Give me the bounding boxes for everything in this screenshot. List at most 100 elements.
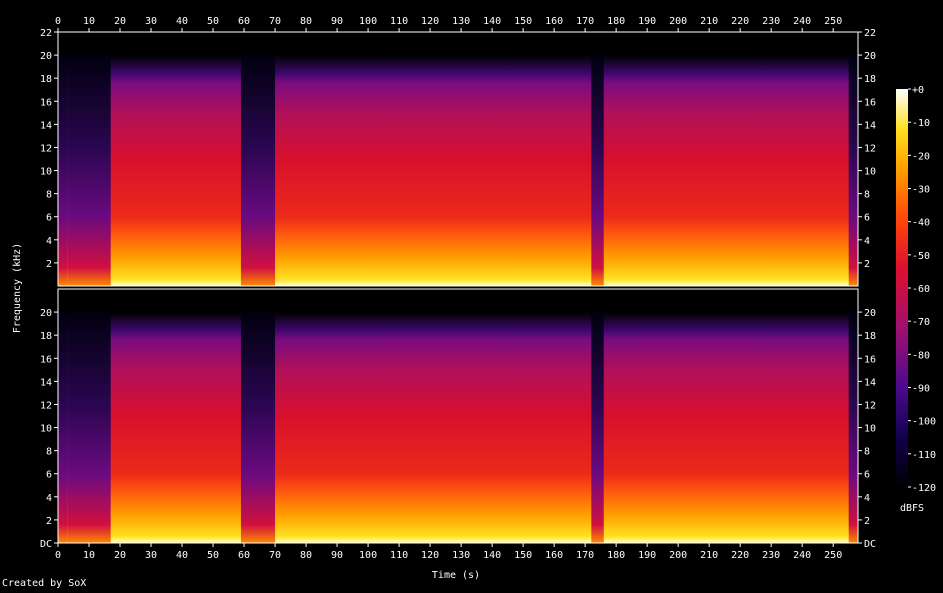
- x-tick-label: 240: [793, 16, 811, 27]
- quiet-segment: [848, 55, 858, 286]
- x-tick-label: 240: [793, 550, 811, 561]
- colorbar-tick-label: -100: [912, 417, 936, 428]
- colorbar-tick-label: -50: [912, 251, 930, 262]
- x-tick-label: 180: [607, 16, 625, 27]
- colorbar-tick-label: -10: [912, 118, 930, 129]
- colorbar-tick-label: -90: [912, 384, 930, 395]
- x-tick-label: 0: [55, 16, 61, 27]
- x-tick-label: 30: [145, 550, 157, 561]
- y-tick-label: 16: [864, 354, 876, 365]
- spectral-energy: [58, 55, 858, 286]
- y-tick-label: 10: [40, 424, 52, 435]
- x-tick-label: 230: [762, 550, 780, 561]
- spectral-energy: [58, 312, 858, 543]
- colorbar-tick-label: -40: [912, 218, 930, 229]
- x-tick-label: 50: [207, 16, 219, 27]
- x-tick-label: 60: [238, 550, 250, 561]
- colorbar-tick-label: -70: [912, 317, 930, 328]
- y-tick-label: 4: [864, 493, 870, 504]
- y-tick-label: 20: [864, 51, 876, 62]
- x-tick-label: 60: [238, 16, 250, 27]
- y-tick-label: 20: [864, 308, 876, 319]
- y-tick-label: 22: [40, 28, 52, 39]
- y-tick-label: 12: [40, 143, 52, 154]
- x-tick-label: 130: [452, 550, 470, 561]
- x-tick-label: 140: [483, 550, 501, 561]
- x-tick-label: 220: [731, 550, 749, 561]
- plot-frame: [57, 288, 859, 544]
- x-tick-label: 110: [390, 16, 408, 27]
- y-tick-label: 8: [864, 190, 870, 201]
- colorbar-tick-label: +0: [912, 85, 924, 96]
- y-tick-label: 16: [864, 97, 876, 108]
- y-tick-label: 14: [40, 120, 52, 131]
- quiet-segment: [848, 312, 858, 543]
- x-axis-bottom: 0 10 20 30 40 50 60 70 80 90 100 110 120 130 140 150 160…: [55, 543, 842, 561]
- quiet-segment: [591, 312, 604, 543]
- x-tick-label: 20: [114, 16, 126, 27]
- y-tick-label: 22: [864, 28, 876, 39]
- x-tick-label: 160: [545, 16, 563, 27]
- x-tick-label: 210: [700, 16, 718, 27]
- colorbar-tick-label: -20: [912, 151, 930, 162]
- x-tick-label: 10: [83, 16, 95, 27]
- x-tick-label: 100: [359, 16, 377, 27]
- channel-2-spectrogram: [57, 288, 859, 544]
- colorbar: +0 -10 -20 -30 -40 -50 -60 -70 -80 -90 -100 -110 -12…: [896, 85, 936, 494]
- x-tick-label: 140: [483, 16, 501, 27]
- colorbar-gradient: [896, 89, 908, 487]
- x-tick-label: 90: [331, 16, 343, 27]
- y-tick-label: 4: [864, 236, 870, 247]
- y-tick-label: 2: [46, 516, 52, 527]
- x-tick-label: 170: [576, 550, 594, 561]
- x-tick-label: 250: [824, 550, 842, 561]
- plot-frame: [57, 31, 859, 287]
- colorbar-label: dBFS: [900, 503, 924, 514]
- y-tick-label: 16: [40, 354, 52, 365]
- y-tick-label: 8: [46, 447, 52, 458]
- y-tick-label: 18: [864, 331, 876, 342]
- y-tick-label: 4: [46, 493, 52, 504]
- quiet-segment: [240, 55, 276, 286]
- x-tick-label: 230: [762, 16, 780, 27]
- y-tick-label: 20: [40, 308, 52, 319]
- x-tick-label: 50: [207, 550, 219, 561]
- x-tick-label: 70: [269, 550, 281, 561]
- y-tick-label: 8: [46, 190, 52, 201]
- x-tick-label: 130: [452, 16, 470, 27]
- y-tick-label: 12: [864, 143, 876, 154]
- x-tick-label: 120: [421, 16, 439, 27]
- y-tick-label: 18: [40, 74, 52, 85]
- x-tick-label: 100: [359, 550, 377, 561]
- y-tick-label: 2: [46, 259, 52, 270]
- x-tick-label: 180: [607, 550, 625, 561]
- x-tick-label: 200: [669, 550, 687, 561]
- y-tick-label: DC: [864, 539, 876, 550]
- y-tick-label: 6: [864, 470, 870, 481]
- quiet-segment: [58, 312, 68, 543]
- x-tick-label: 0: [55, 550, 61, 561]
- x-tick-label: 190: [638, 550, 656, 561]
- y-tick-label: 10: [864, 167, 876, 178]
- y-tick-label: 2: [864, 516, 870, 527]
- colorbar-tick-label: -110: [912, 450, 936, 461]
- x-axis-top: 0 10 20 30 40 50 60 70 80 90 100 110 120 130 140 150 160…: [55, 16, 842, 32]
- x-tick-label: 160: [545, 550, 563, 561]
- quiet-segment: [67, 55, 111, 286]
- y-axis-label: Frequency (kHz): [12, 243, 23, 333]
- x-tick-label: 70: [269, 16, 281, 27]
- x-tick-label: 220: [731, 16, 749, 27]
- x-tick-label: 10: [83, 550, 95, 561]
- colorbar-tick-label: -120: [912, 483, 936, 494]
- x-tick-label: 90: [331, 550, 343, 561]
- x-tick-label: 210: [700, 550, 718, 561]
- channel-1-spectrogram: [57, 31, 859, 287]
- y-tick-label: 14: [864, 120, 876, 131]
- y-tick-label: 12: [864, 400, 876, 411]
- x-tick-label: 80: [300, 550, 312, 561]
- x-tick-label: 150: [514, 16, 532, 27]
- x-tick-label: 120: [421, 550, 439, 561]
- quiet-segment: [67, 312, 111, 543]
